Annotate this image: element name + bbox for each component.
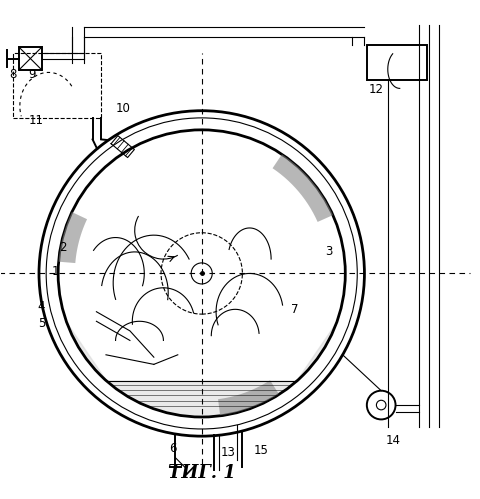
Text: 10: 10 [115,102,130,115]
Text: 5: 5 [38,317,45,330]
Text: 15: 15 [254,444,269,457]
Text: ΤИГ. 1: ΤИГ. 1 [168,464,236,482]
Polygon shape [273,154,333,222]
Polygon shape [218,380,279,416]
Text: 12: 12 [369,83,384,96]
Text: 13: 13 [221,447,236,460]
Text: 3: 3 [325,246,332,258]
Text: 9: 9 [28,68,36,81]
Text: 7: 7 [291,303,299,316]
Text: 8: 8 [9,68,16,81]
Bar [12,53,101,118]
Text: 11: 11 [29,114,44,127]
Text: 4: 4 [37,300,45,313]
Text: 14: 14 [385,435,401,448]
Text: 1: 1 [52,264,60,277]
Bar [367,45,427,80]
Text: 2: 2 [59,241,67,253]
Polygon shape [59,212,87,263]
Text: 6: 6 [169,442,177,455]
Bar [19,47,42,70]
Polygon shape [67,322,336,417]
